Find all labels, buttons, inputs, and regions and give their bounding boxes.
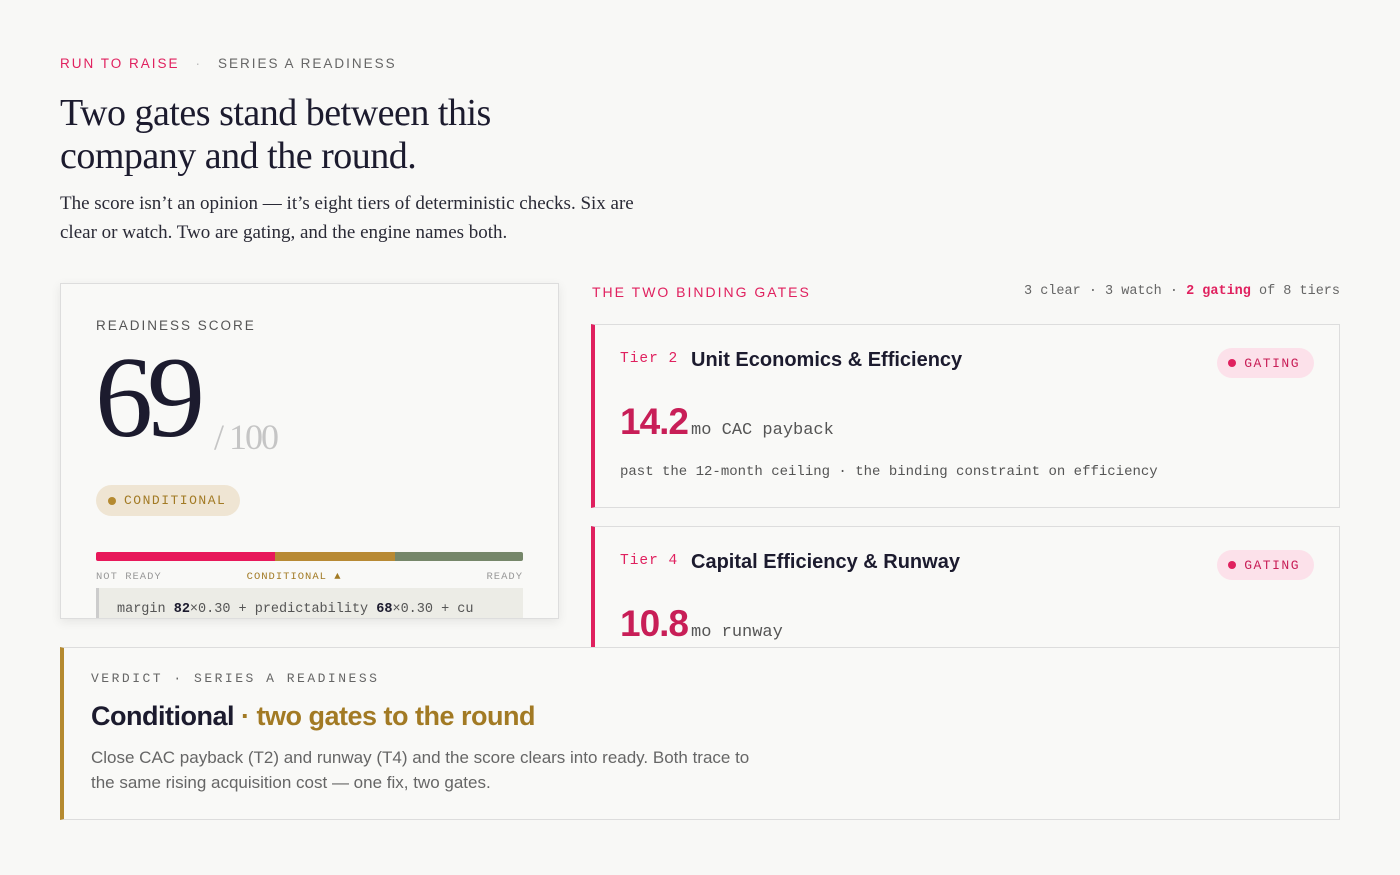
gate-status: GATING [1244,355,1300,371]
status-badge: CONDITIONAL [96,485,241,516]
gate-badge: GATING [1217,348,1314,378]
gate-name: Unit Economics & Efficiency [691,349,963,371]
gate-metric: 14.2 mo CAC payback [620,401,834,443]
gate-card: Tier 2 Unit Economics & Efficiency GATIN… [591,324,1340,508]
formula-text: ×0.30 + cu [392,602,474,617]
scale-label: READY [486,571,523,583]
gate-status: GATING [1244,557,1300,573]
scale-labels: NOT READY CONDITIONAL ▲ READY [96,571,523,583]
gates-summary: 3 clear · 3 watch · 2 gating of 8 tiers [1024,284,1340,299]
eyebrow: RUN TO RAISE · SERIES A READINESS [60,56,397,71]
summary-text: of 8 tiers [1258,284,1340,299]
section-label: SERIES A READINESS [218,56,397,71]
status-text: CONDITIONAL [124,493,227,508]
bar-segment [275,552,395,561]
scale-label: CONDITIONAL ▲ [246,571,342,583]
summary-gating: 2 gating [1186,284,1251,299]
gates-title: THE TWO BINDING GATES [592,284,811,300]
formula-text: margin [117,602,166,617]
formula: margin 82×0.30 + predictability 68×0.30 … [96,588,523,618]
gate-value: 10.8 [620,603,689,644]
gate-name: Capital Efficiency & Runway [691,551,960,573]
verdict-body: Close CAC payback (T2) and runway (T4) a… [91,748,750,792]
gate-unit: mo runway [691,623,783,642]
gate-dot [1228,561,1237,569]
score: 69 [95,334,205,462]
scale-label: NOT READY [96,571,162,583]
gate-unit: mo CAC payback [691,421,834,440]
score-label: READINESS SCORE [96,318,256,333]
verdict-heading: Conditional · two gates to the round [91,701,535,732]
separator: · [195,56,203,71]
gate-value: 14.2 [620,401,689,442]
bar-segment [96,552,275,561]
verdict-status: Conditional [91,701,234,731]
gate-badge: GATING [1217,550,1314,580]
summary-text: 3 clear · 3 watch · [1024,284,1178,299]
score-max: / 100 [214,417,279,457]
formula-value: 82 [173,602,190,617]
intro: The score isn’t an opinion — it’s eight … [60,193,634,243]
status-dot [108,496,116,505]
score-card: READINESS SCORE 69 / 100 CONDITIONAL NOT… [60,283,559,619]
gate-tier: Tier 4 [620,553,679,569]
gate-tier: Tier 2 [620,351,679,367]
verdict-panel: VERDICT · SERIES A READINESS Conditional… [60,647,1340,820]
formula-value: 68 [376,602,393,617]
readiness-bar [96,552,523,561]
gate-dot [1228,359,1237,367]
eyebrow-label: RUN TO RAISE [60,56,180,71]
verdict-label: VERDICT · SERIES A READINESS [91,671,380,686]
formula-text: ×0.30 + predictability [189,602,369,617]
gate-note: past the 12-month ceiling · the binding … [620,464,1158,480]
gate-metric: 10.8 mo runway [620,603,783,645]
bar-segment [395,552,523,561]
verdict-subheading: · two gates to the round [241,701,535,731]
page-title: Two gates stand between this company and… [60,92,491,177]
